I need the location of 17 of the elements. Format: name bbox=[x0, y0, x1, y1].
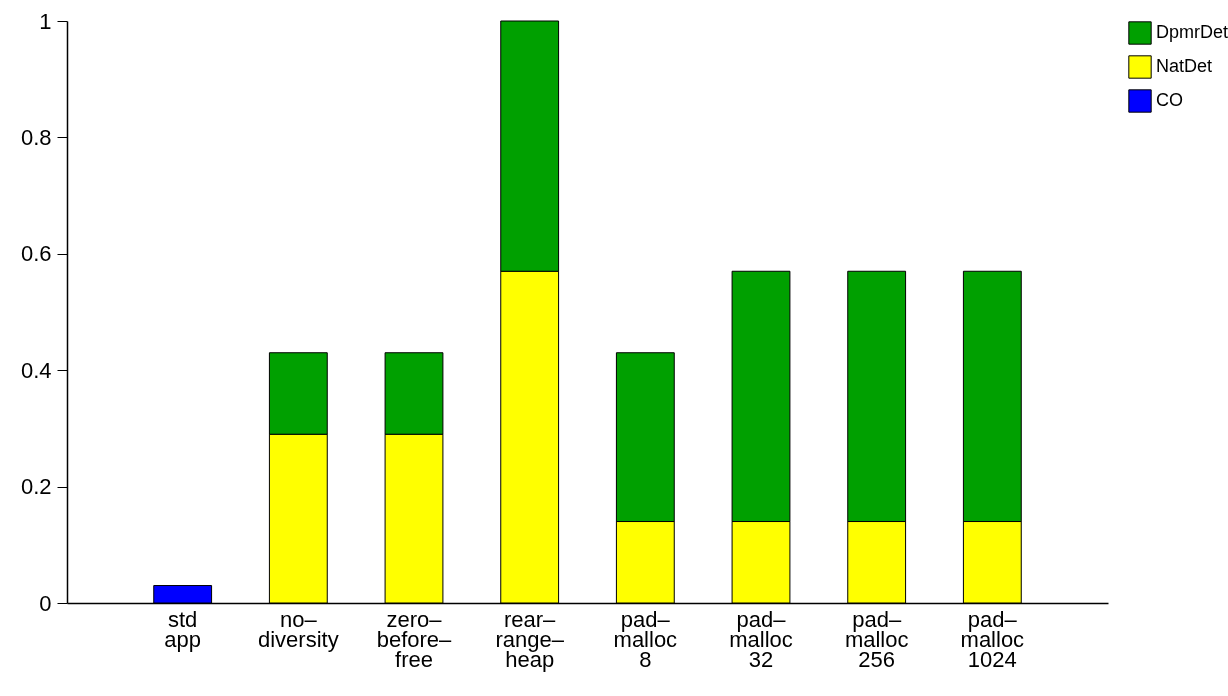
x-tick-label: pad– malloc 32 bbox=[729, 606, 793, 672]
x-tick-label: zero– before– free bbox=[376, 606, 453, 672]
legend-label: CO bbox=[1156, 90, 1183, 110]
x-tick-label: rear– range– heap bbox=[495, 606, 565, 672]
x-tick-label: pad– malloc 1024 bbox=[960, 606, 1025, 672]
x-tick-label: std app bbox=[164, 606, 202, 652]
x-tick-label: pad– malloc 256 bbox=[844, 606, 909, 672]
y-tick-label: 0.6 bbox=[20, 241, 52, 267]
x-tick-label: no– diversity bbox=[257, 606, 339, 652]
y-tick-label: 0.2 bbox=[20, 474, 52, 500]
y-tick-label: 0.8 bbox=[20, 124, 52, 150]
y-tick-label: 0 bbox=[39, 590, 52, 616]
legend-label: DpmrDet bbox=[1156, 22, 1228, 42]
y-tick-label: 0.4 bbox=[20, 357, 52, 383]
y-tick-label: 1 bbox=[39, 8, 52, 34]
legend-label: NatDet bbox=[1156, 56, 1213, 76]
x-tick-label: pad– malloc 8 bbox=[613, 606, 678, 672]
